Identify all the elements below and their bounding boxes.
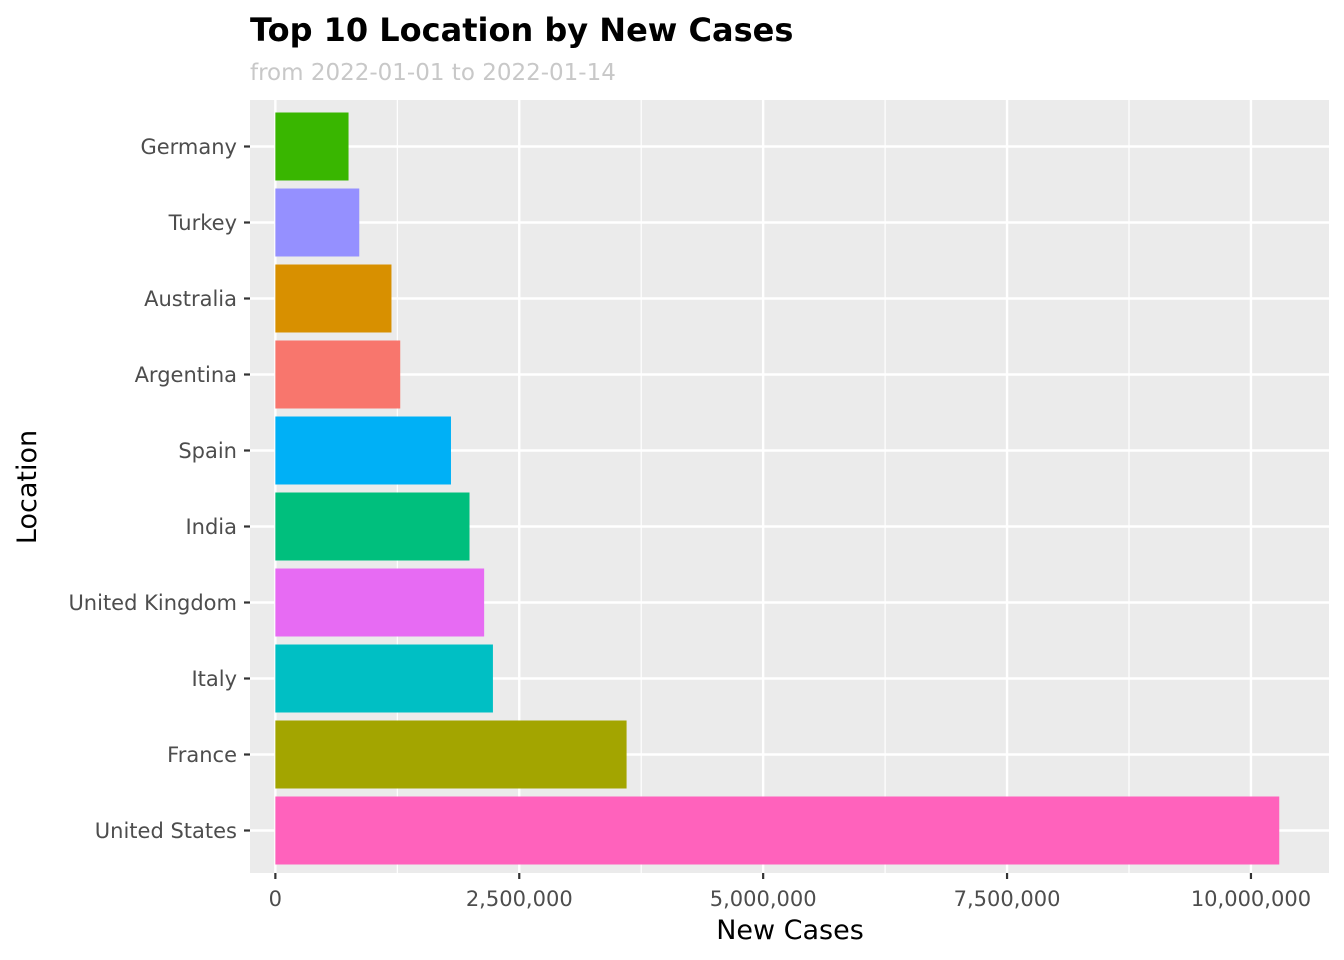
y-axis-title: Location: [12, 430, 43, 544]
x-axis: 0 2,500,000 5,000,000 7,500,000 10,000,000: [269, 873, 1311, 911]
bar-united-kingdom: [275, 568, 485, 637]
y-tick-label: Turkey: [168, 211, 237, 235]
y-tick-label: United Kingdom: [68, 591, 237, 615]
bars: [275, 112, 1280, 865]
y-tick-label: Spain: [178, 439, 237, 463]
y-tick-label: Australia: [144, 287, 237, 311]
bar-australia: [275, 264, 392, 333]
chart-subtitle: from 2022-01-01 to 2022-01-14: [250, 60, 616, 86]
x-axis-title: New Cases: [716, 915, 864, 946]
y-axis: Germany Turkey Australia Argentina Spain Indi…: [68, 135, 250, 843]
bar-india: [275, 492, 470, 561]
bar-france: [275, 720, 627, 789]
bar-germany: [275, 112, 349, 181]
x-tick-label: 2,500,000: [466, 887, 573, 911]
y-tick-label: Argentina: [135, 363, 237, 387]
bar-turkey: [275, 188, 360, 257]
y-tick-label: Italy: [191, 667, 237, 691]
bar-united-states: [275, 796, 1280, 865]
x-tick-label: 5,000,000: [710, 887, 817, 911]
x-tick-label: 7,500,000: [954, 887, 1061, 911]
bar-argentina: [275, 340, 401, 409]
chart-title: Top 10 Location by New Cases: [250, 11, 793, 49]
bar-spain: [275, 416, 451, 485]
y-tick-label: India: [185, 515, 237, 539]
x-tick-label: 0: [269, 887, 282, 911]
y-tick-label: Germany: [140, 135, 237, 159]
bar-italy: [275, 644, 493, 713]
x-tick-label: 10,000,000: [1191, 887, 1311, 911]
y-tick-label: France: [167, 743, 237, 767]
y-tick-label: United States: [95, 819, 237, 843]
